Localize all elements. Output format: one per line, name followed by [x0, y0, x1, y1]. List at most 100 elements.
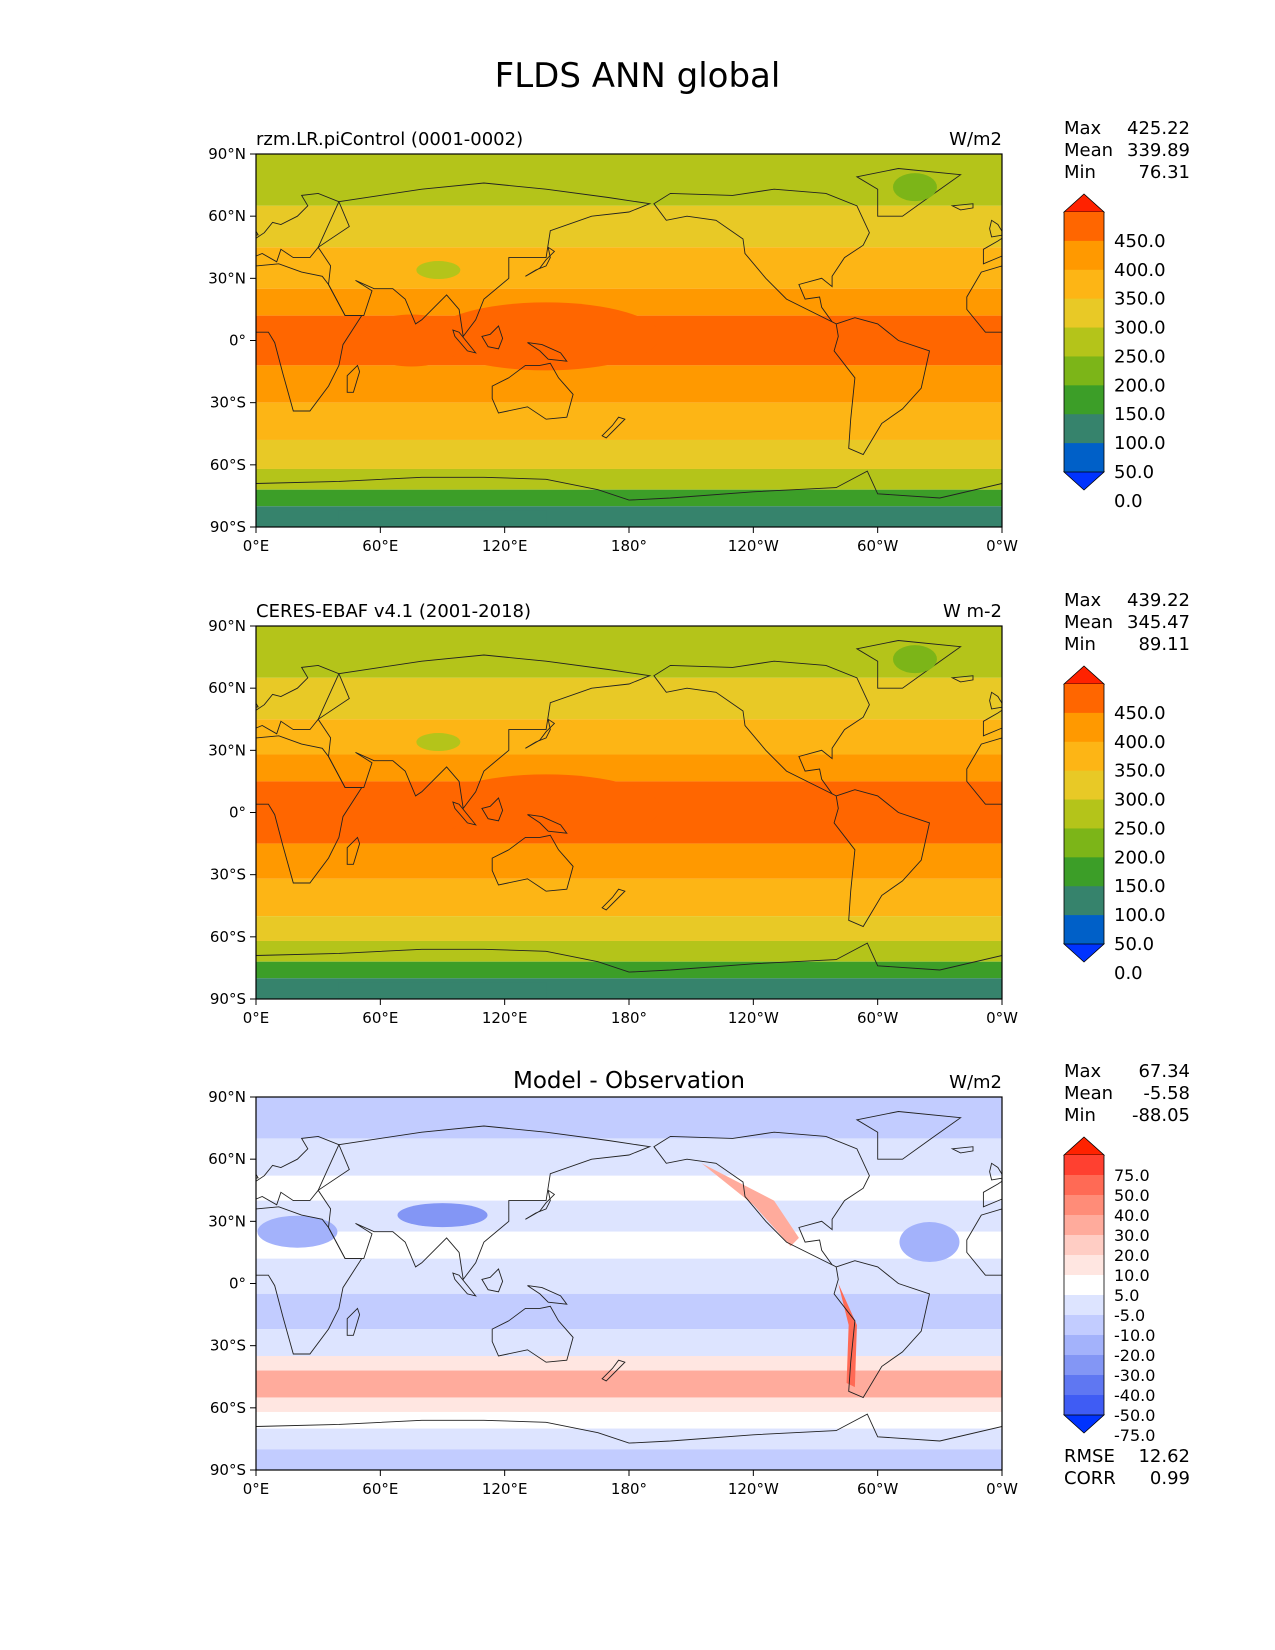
field-band: [256, 1356, 1002, 1371]
colorbar-segment: [1064, 1315, 1104, 1336]
land-africa: [256, 735, 363, 884]
colorbar-extend-max: [1062, 665, 1106, 685]
colorbar-segment: [1064, 414, 1104, 444]
land-new-guinea: [527, 814, 568, 834]
x-tick-label: 60°W: [857, 1009, 899, 1027]
land-europe: [256, 664, 350, 735]
colorbar-segment: [1064, 385, 1104, 415]
y-tick-label: 90°S: [210, 990, 246, 1008]
x-tick-label: 0°E: [243, 537, 270, 555]
colorbar-segment: [1064, 684, 1104, 714]
y-tick-label: 60°S: [210, 1399, 246, 1417]
land-iceland-wrap: [950, 203, 974, 211]
colorbar-label: 350.0: [1114, 289, 1166, 310]
colorbar-segment: [1064, 1175, 1104, 1196]
antarctic-plateau: [338, 510, 547, 527]
field-band: [256, 288, 1002, 316]
land-madagascar: [346, 1307, 361, 1336]
land-uk-wrap: [989, 1162, 1002, 1181]
land-uk-wrap: [989, 219, 1002, 238]
colorbar-label: 400.0: [1114, 732, 1166, 753]
colorbar-label: -40.0: [1114, 1386, 1155, 1405]
colorbar-label: 300.0: [1114, 790, 1166, 811]
field-band: [256, 1411, 1002, 1429]
land-antarctica: [256, 1413, 1002, 1470]
x-tick-label: 0°E: [243, 1009, 270, 1027]
y-tick-label: 30°N: [208, 741, 246, 759]
panel-units: W m-2: [943, 601, 1002, 622]
colorbar-label: 5.0: [1114, 1286, 1139, 1305]
colorbar-segment: [1064, 712, 1104, 743]
colorbar-label: 50.0: [1114, 462, 1154, 483]
field-band: [256, 402, 1002, 440]
error-stat-label: RMSE: [1064, 1446, 1115, 1467]
field-band: [256, 1329, 1002, 1357]
x-tick-label: 0°E: [243, 1480, 270, 1498]
field-band: [256, 878, 1002, 917]
panels-layer: rzm.LR.piControl (0001-0002) W/m2 0°E 60°E 1…: [208, 118, 1190, 1498]
colorbar-label: 200.0: [1114, 847, 1166, 868]
x-tick-label: 180°: [611, 1480, 647, 1498]
x-tick-label: 60°E: [362, 1009, 398, 1027]
land-greenland: [855, 1111, 962, 1160]
colorbar-segment: [1064, 1215, 1104, 1236]
field-band: [256, 1175, 1002, 1201]
tibetan-plateau: [416, 733, 461, 752]
land-greenland: [855, 640, 962, 689]
field-band: [256, 843, 1002, 879]
colorbar-segment: [1064, 857, 1104, 887]
colorbar-label: 20.0: [1114, 1246, 1150, 1265]
field-band: [256, 1200, 1002, 1232]
x-tick-label: 60°W: [857, 537, 899, 555]
land-australia: [491, 834, 574, 892]
x-tick-label: 60°E: [362, 537, 398, 555]
x-tick-label: 120°W: [728, 1480, 779, 1498]
field-band: [256, 1370, 1002, 1398]
andes-anomaly: [838, 1283, 857, 1388]
indian-ocean-warm: [359, 786, 464, 839]
land-asia: [317, 182, 652, 338]
land-japan: [525, 246, 556, 277]
stat-label: Mean: [1064, 140, 1113, 161]
land-sumatra: [452, 801, 477, 826]
stats-block: Max 67.34 Mean -5.58 Min -88.05: [1064, 1061, 1190, 1126]
land-new-guinea: [527, 342, 568, 362]
colorbar-outline: [1063, 212, 1105, 472]
colorbar-segment: [1064, 356, 1104, 386]
panel-units: W/m2: [949, 1072, 1002, 1093]
colorbar-label: 50.0: [1114, 934, 1154, 955]
land-new-zealand: [601, 888, 626, 911]
field-band: [256, 961, 1002, 979]
panel-left-title: rzm.LR.piControl (0001-0002): [256, 129, 523, 150]
y-tick-label: 60°S: [210, 928, 246, 946]
map-field: [256, 1097, 1002, 1470]
y-tick-label: 0°: [229, 1275, 246, 1293]
colorbar-label: 200.0: [1114, 375, 1166, 396]
land-australia: [491, 362, 574, 420]
colorbar-segment: [1064, 915, 1104, 945]
stat-value: 345.47: [1127, 612, 1190, 633]
stat-label: Max: [1064, 118, 1102, 139]
land-north-america: [653, 1131, 870, 1268]
land-iceland-wrap: [950, 1146, 974, 1154]
land-new-guinea: [527, 1285, 568, 1305]
colorbar-label: 10.0: [1114, 1266, 1150, 1285]
colorbar-segment: [1064, 1355, 1104, 1376]
colorbar-label: 100.0: [1114, 433, 1166, 454]
field-band: [256, 1449, 1002, 1470]
error-stat-value: 0.99: [1150, 1468, 1190, 1489]
colorbar-segment: [1064, 1255, 1104, 1276]
tibetan-plateau: [416, 261, 461, 280]
land-asia: [317, 1125, 652, 1281]
x-tick-label: 120°E: [482, 537, 528, 555]
colorbar-label: 75.0: [1114, 1166, 1150, 1185]
field-band: [256, 1097, 1002, 1139]
stat-value: -88.05: [1132, 1105, 1190, 1126]
land-madagascar: [346, 364, 361, 393]
y-tick-label: 60°N: [208, 207, 246, 225]
land-sumatra: [452, 329, 477, 354]
land-borneo: [481, 797, 504, 822]
x-tick-label: 180°: [611, 537, 647, 555]
y-tick-label: 30°S: [210, 394, 246, 412]
land-sumatra: [452, 1272, 477, 1297]
